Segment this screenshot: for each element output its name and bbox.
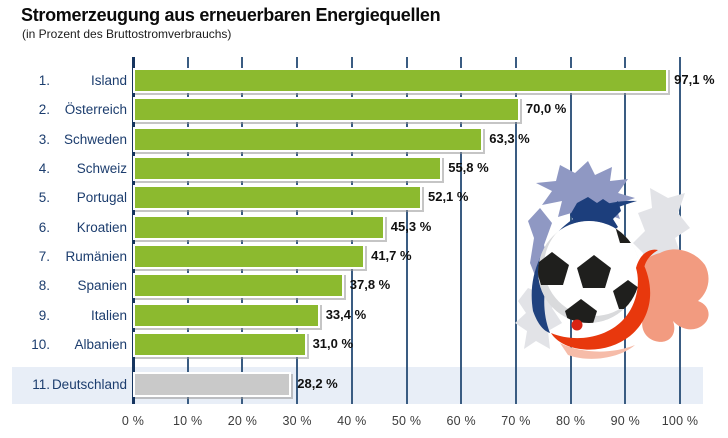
x-tick-label: 100 %: [661, 414, 699, 428]
rank-label: 1.: [38, 73, 50, 88]
bar: [133, 97, 520, 122]
rank-label: 4.: [38, 161, 50, 176]
country-label: Italien: [90, 308, 127, 323]
value-label: 70,0 %: [525, 101, 567, 116]
chart-row: 5. Portugal 52,1 %: [0, 185, 728, 210]
x-tick-label: 80 %: [555, 414, 586, 428]
gridline: [514, 57, 517, 404]
bar: [133, 185, 422, 210]
page-title: Stromerzeugung aus erneuerbaren Energieq…: [21, 5, 441, 25]
soccer-ball-decoration-icon: [515, 161, 709, 359]
x-tick-label: 30 %: [282, 414, 312, 428]
chart-row: 7. Rumänien 41,7 %: [0, 244, 728, 269]
rank-label: 8.: [38, 278, 50, 293]
country-label: Schweiz: [76, 161, 127, 176]
country-label: Portugal: [76, 190, 127, 205]
value-label: 31,0 %: [312, 336, 354, 351]
page-subtitle: (in Prozent des Bruttostromverbrauchs): [22, 27, 232, 41]
gridline: [405, 57, 408, 404]
country-label: Spanien: [77, 278, 127, 293]
chart-row: 10. Albanien 31,0 %: [0, 332, 728, 357]
value-label: 41,7 %: [371, 248, 412, 263]
x-tick-label: 20 %: [227, 414, 258, 428]
chart-row: 3. Schweden 63,3 %: [0, 127, 728, 152]
rank-label: 7.: [38, 249, 50, 264]
bar: [133, 303, 320, 328]
gridline: [460, 57, 463, 404]
chart-row: 11. Deutschland 28,2 %: [0, 372, 728, 397]
country-label: Island: [90, 73, 127, 88]
rank-label: 2.: [38, 102, 50, 117]
bar: [133, 244, 366, 269]
rank-label: 3.: [38, 132, 50, 147]
bar: [133, 273, 344, 298]
red-dot-icon: [571, 319, 583, 331]
value-label: 52,1 %: [427, 189, 469, 204]
value-label: 28,2 %: [297, 376, 338, 391]
country-label: Rumänien: [65, 249, 127, 264]
highlight-band: [12, 367, 703, 404]
bar: [133, 215, 385, 240]
bar: [133, 127, 484, 152]
rank-label: 11.: [32, 377, 50, 392]
x-tick-label: 60 %: [446, 414, 476, 428]
value-label: 97,1 %: [674, 72, 715, 87]
rank-label: 10.: [31, 337, 50, 352]
bar: [133, 332, 307, 357]
country-label: Österreich: [64, 102, 127, 117]
country-label: Schweden: [63, 132, 127, 147]
chart-row: 4. Schweiz 55,8 %: [0, 156, 728, 181]
x-tick-label: 50 %: [391, 414, 422, 428]
salmon-splash-icon: [635, 249, 709, 342]
soccer-ball-icon: [538, 221, 640, 323]
gridline: [624, 57, 627, 404]
value-label: 55,8 %: [448, 160, 489, 175]
country-label: Kroatien: [76, 220, 127, 235]
chart-row: 9. Italien 33,4 %: [0, 303, 728, 328]
x-tick-label: 0 %: [121, 414, 145, 428]
rank-label: 9.: [38, 308, 50, 323]
chart-row: 2. Österreich 70,0 %: [0, 97, 728, 122]
red-swoosh-icon: [636, 249, 658, 269]
country-label: Deutschland: [51, 377, 127, 392]
value-label: 45,3 %: [390, 219, 432, 234]
chart-row: 1. Island 97,1 %: [0, 68, 728, 93]
x-tick-label: 70 %: [501, 414, 531, 428]
rank-label: 6.: [38, 220, 50, 235]
bar: [133, 156, 443, 181]
x-tick-label: 10 %: [173, 414, 203, 428]
country-label: Albanien: [74, 337, 127, 352]
chart-row: 6. Kroatien 45,3 %: [0, 215, 728, 240]
bar: [133, 68, 669, 93]
chart-row: 8. Spanien 37,8 %: [0, 273, 728, 298]
rank-label: 5.: [38, 190, 50, 205]
red-swoosh-icon: [551, 261, 651, 350]
salmon-splash-icon: [560, 343, 635, 359]
x-tick-label: 40 %: [337, 414, 367, 428]
value-label: 63,3 %: [489, 131, 530, 146]
value-label: 37,8 %: [349, 277, 391, 292]
x-tick-label: 90 %: [610, 414, 640, 428]
bar: [133, 372, 292, 397]
value-label: 33,4 %: [325, 307, 367, 322]
